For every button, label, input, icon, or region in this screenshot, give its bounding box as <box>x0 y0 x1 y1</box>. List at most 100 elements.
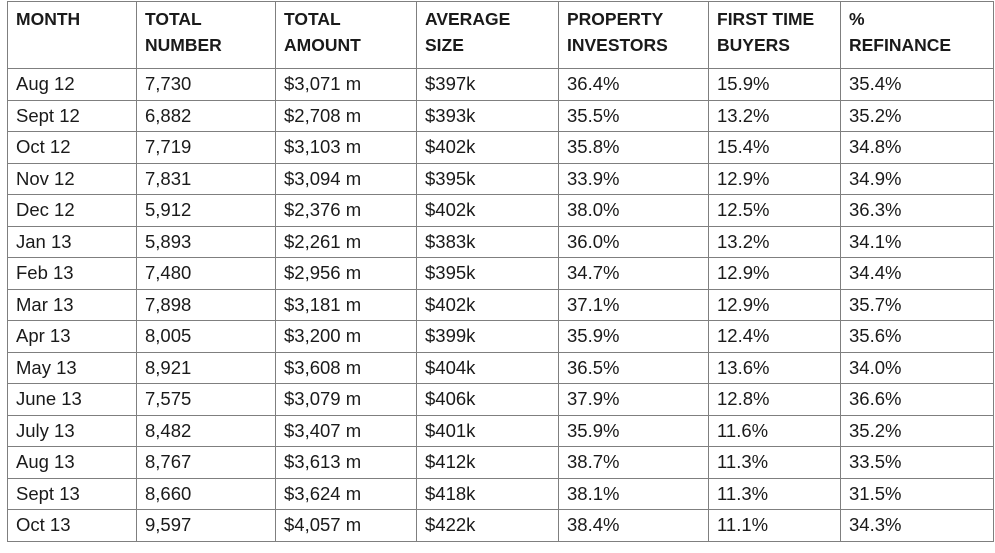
table-cell: 15.9% <box>708 68 841 101</box>
table-cell: $3,200 m <box>275 320 417 353</box>
table-cell: $2,376 m <box>275 194 417 227</box>
table-cell: 31.5% <box>840 477 994 510</box>
table-cell: 34.3% <box>840 509 994 542</box>
table-cell: 11.1% <box>708 509 841 542</box>
table-cell: 11.6% <box>708 414 841 447</box>
table-cell: $3,613 m <box>275 446 417 479</box>
table-cell: 36.6% <box>840 383 994 416</box>
table-cell: $2,708 m <box>275 99 417 132</box>
table-cell: $3,181 m <box>275 288 417 321</box>
table-cell: 36.5% <box>558 351 709 384</box>
header-text: TOTAL <box>284 9 341 29</box>
table-cell: 12.8% <box>708 383 841 416</box>
table-row: Oct 13 9,597 $4,057 m $422k 38.4% 11.1% 34.3% <box>7 509 994 542</box>
table-cell: Dec 12 <box>7 194 137 227</box>
header-text: NUMBER <box>145 35 222 55</box>
table-cell: June 13 <box>7 383 137 416</box>
table-cell: 7,719 <box>136 131 276 164</box>
table-cell: 15.4% <box>708 131 841 164</box>
header-text: INVESTORS <box>567 35 668 55</box>
table-cell: 34.9% <box>840 162 994 195</box>
table-cell: May 13 <box>7 351 137 384</box>
table-cell: $404k <box>416 351 559 384</box>
table-row: Jan 13 5,893 $2,261 m $383k 36.0% 13.2% 34.1% <box>7 225 994 258</box>
table-cell: 6,882 <box>136 99 276 132</box>
table-cell: 35.2% <box>840 414 994 447</box>
header-text: REFINANCE <box>849 35 952 55</box>
table-cell: 37.9% <box>558 383 709 416</box>
table-cell: Jan 13 <box>7 225 137 258</box>
table-cell: Oct 12 <box>7 131 137 164</box>
header-cell: AVERAGE SIZE <box>416 1 559 69</box>
table-cell: Feb 13 <box>7 257 137 290</box>
table-cell: 7,730 <box>136 68 276 101</box>
header-cell: % REFINANCE <box>840 1 994 69</box>
header-text: % <box>849 9 865 29</box>
table-cell: 38.4% <box>558 509 709 542</box>
table-cell: 38.7% <box>558 446 709 479</box>
table-cell: 36.0% <box>558 225 709 258</box>
table-cell: $399k <box>416 320 559 353</box>
table-cell: 12.4% <box>708 320 841 353</box>
header-cell: MONTH <box>7 1 137 69</box>
header-cell: FIRST TIME BUYERS <box>708 1 841 69</box>
table-cell: 7,831 <box>136 162 276 195</box>
table-cell: 34.7% <box>558 257 709 290</box>
table-cell: 11.3% <box>708 477 841 510</box>
table-cell: $395k <box>416 257 559 290</box>
table-row: June 13 7,575 $3,079 m $406k 37.9% 12.8% 36.6% <box>7 383 994 416</box>
table-cell: Apr 13 <box>7 320 137 353</box>
table-cell: 35.9% <box>558 414 709 447</box>
table-cell: 35.4% <box>840 68 994 101</box>
table-row: Mar 13 7,898 $3,181 m $402k 37.1% 12.9% 35.7% <box>7 288 994 321</box>
table-cell: 34.4% <box>840 257 994 290</box>
table-cell: 34.8% <box>840 131 994 164</box>
table-cell: 13.6% <box>708 351 841 384</box>
table-cell: 34.1% <box>840 225 994 258</box>
table-cell: 11.3% <box>708 446 841 479</box>
table-cell: 35.7% <box>840 288 994 321</box>
header-text: BUYERS <box>717 35 790 55</box>
table-cell: 36.4% <box>558 68 709 101</box>
table-cell: $422k <box>416 509 559 542</box>
header-cell: TOTAL AMOUNT <box>275 1 417 69</box>
table-cell: Sept 13 <box>7 477 137 510</box>
table-cell: July 13 <box>7 414 137 447</box>
table-cell: Nov 12 <box>7 162 137 195</box>
table-cell: 12.9% <box>708 162 841 195</box>
table-cell: 12.9% <box>708 288 841 321</box>
table-row: May 13 8,921 $3,608 m $404k 36.5% 13.6% 34.0% <box>7 351 994 384</box>
table-cell: $402k <box>416 288 559 321</box>
table-cell: $418k <box>416 477 559 510</box>
table-cell: 13.2% <box>708 99 841 132</box>
table-row: Nov 12 7,831 $3,094 m $395k 33.9% 12.9% 34.9% <box>7 162 994 195</box>
table-row: Sept 12 6,882 $2,708 m $393k 35.5% 13.2% 35.2% <box>7 99 994 132</box>
table-cell: Aug 12 <box>7 68 137 101</box>
table-row: Sept 13 8,660 $3,624 m $418k 38.1% 11.3% 31.5% <box>7 477 994 510</box>
table-cell: 8,005 <box>136 320 276 353</box>
header-text: TOTAL <box>145 9 202 29</box>
table-row: July 13 8,482 $3,407 m $401k 35.9% 11.6% 35.2% <box>7 414 994 447</box>
table-cell: 12.5% <box>708 194 841 227</box>
header-text: AVERAGE <box>425 9 511 29</box>
header-cell: TOTAL NUMBER <box>136 1 276 69</box>
table-cell: $2,261 m <box>275 225 417 258</box>
header-text: MONTH <box>16 9 81 29</box>
table-cell: $2,956 m <box>275 257 417 290</box>
table-cell: 33.5% <box>840 446 994 479</box>
table-cell: 13.2% <box>708 225 841 258</box>
header-cell: PROPERTY INVESTORS <box>558 1 709 69</box>
table-row: Apr 13 8,005 $3,200 m $399k 35.9% 12.4% 35.6% <box>7 320 994 353</box>
table-cell: $3,071 m <box>275 68 417 101</box>
table-cell: 38.1% <box>558 477 709 510</box>
table-cell: 8,482 <box>136 414 276 447</box>
table-cell: Oct 13 <box>7 509 137 542</box>
table-cell: $402k <box>416 131 559 164</box>
table-cell: 8,921 <box>136 351 276 384</box>
table-cell: $3,094 m <box>275 162 417 195</box>
table-cell: 35.2% <box>840 99 994 132</box>
table-body: Aug 12 7,730 $3,071 m $397k 36.4% 15.9% 35.4% S… <box>7 68 994 542</box>
table-cell: 5,893 <box>136 225 276 258</box>
header-text: PROPERTY <box>567 9 664 29</box>
header-text: FIRST TIME <box>717 9 815 29</box>
